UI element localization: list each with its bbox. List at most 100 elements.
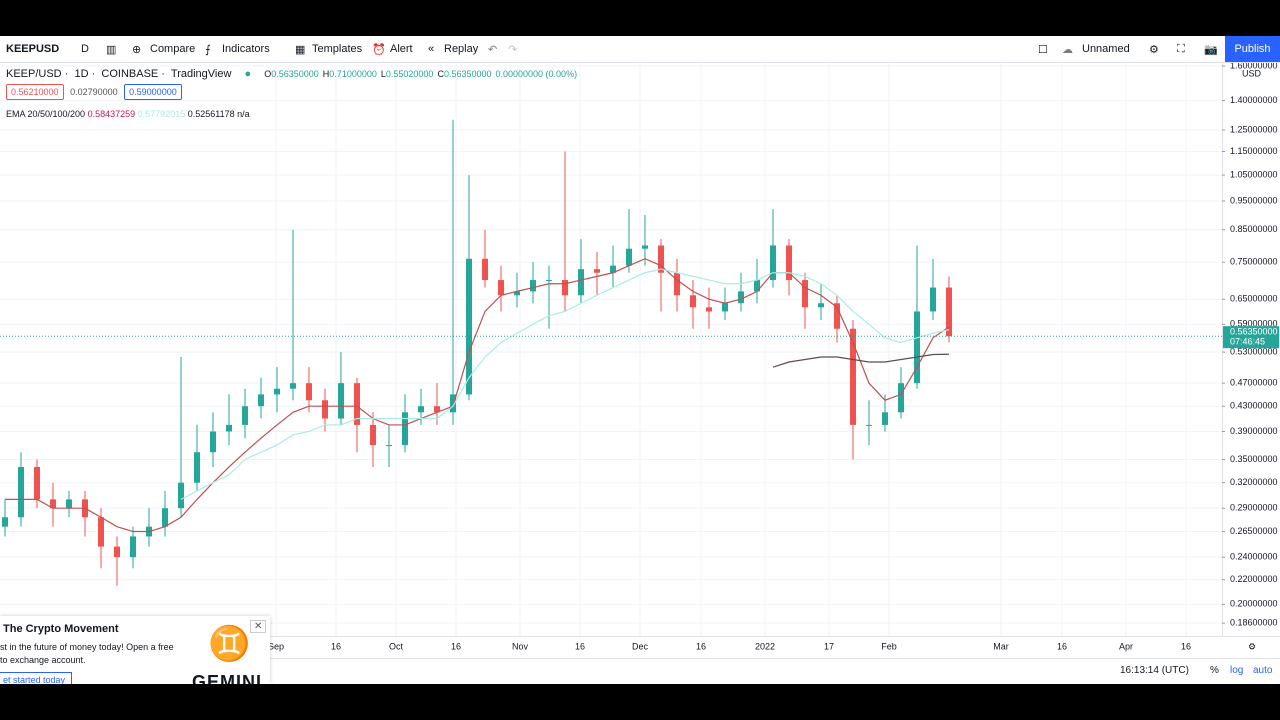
ema-line <box>772 353 950 368</box>
ohlc-value: 0.71000000 <box>329 69 377 79</box>
alert-icon: ⏰ <box>372 44 386 56</box>
ohlc-value: 0.55020000 <box>385 69 434 79</box>
replay[interactable]: Replay <box>444 43 479 55</box>
time-label: Nov <box>512 641 529 651</box>
alert[interactable]: Alert <box>390 43 413 55</box>
select-icon[interactable]: ☐ <box>1038 44 1048 56</box>
time-label: Sep <box>268 641 284 651</box>
publish[interactable]: Publish <box>1225 36 1280 62</box>
price-label: 0.24000000 <box>1230 552 1278 562</box>
ad-brand: GEMINI <box>192 672 263 684</box>
candle-body <box>2 517 8 527</box>
time-label: Mar <box>993 641 1009 651</box>
price-label: 0.59000000 <box>1230 319 1278 329</box>
time-label: Dec <box>632 641 649 651</box>
spread: 0.02790000 <box>70 87 118 97</box>
ad-button[interactable]: et started today <box>0 672 73 684</box>
candle-body <box>258 394 264 407</box>
candle-body <box>66 499 72 509</box>
candle-body <box>562 280 568 296</box>
chart-type[interactable]: ▥ <box>106 44 117 56</box>
candle-body <box>290 383 296 389</box>
compare-icon: ⊕ <box>132 44 142 56</box>
snapshot[interactable]: 📷 <box>1204 44 1218 56</box>
source: TradingView <box>170 68 232 80</box>
ad-close[interactable]: ✕ <box>250 620 267 633</box>
log-toggle[interactable]: log <box>1230 665 1244 676</box>
pair: KEEP/USD <box>6 68 62 80</box>
candle-body <box>274 388 280 395</box>
candle-body <box>914 311 920 384</box>
ohlc-key: H <box>322 69 330 79</box>
legend: KEEP/USD · 1D · COINBASE · TradingView ●… <box>6 68 581 80</box>
candle-body <box>818 303 824 308</box>
time-label: Apr <box>1119 641 1133 651</box>
ohlc-value: 0.56350000 <box>443 69 492 79</box>
price-label: 0.20000000 <box>1230 599 1278 609</box>
time-label: 16 <box>331 641 341 651</box>
clock: 16:13:14 (UTC) <box>1120 665 1189 676</box>
last-price-label: 0.56350000 <box>1230 327 1278 337</box>
candle-body <box>18 466 24 518</box>
price-label: 1.25000000 <box>1230 124 1278 134</box>
price-label: 0.32000000 <box>1230 477 1278 487</box>
compare[interactable]: Compare <box>150 43 196 55</box>
grid <box>0 62 1222 636</box>
ask[interactable]: 0.59000000 <box>124 84 182 100</box>
percent[interactable]: % <box>1210 665 1219 676</box>
candle-body <box>98 517 104 547</box>
price-label: 0.18600000 <box>1230 618 1278 628</box>
time-label: 2022 <box>755 641 775 651</box>
candle-body <box>674 272 680 296</box>
candle-body <box>434 406 440 413</box>
interval: 1D <box>74 68 89 80</box>
exchange: COINBASE <box>101 68 159 80</box>
candle-body <box>194 452 200 483</box>
candle-body <box>530 280 536 292</box>
ema-value: n/a <box>237 109 250 119</box>
layout-name[interactable]: Unnamed <box>1082 43 1130 55</box>
candle-body <box>34 466 40 500</box>
time-label: 16 <box>696 641 706 651</box>
status-border <box>0 658 1280 659</box>
undo[interactable]: ↶ <box>488 44 498 56</box>
candle-body <box>466 258 472 395</box>
ema-line <box>5 258 950 533</box>
price-label: 1.05000000 <box>1230 169 1278 179</box>
price-label: 0.75000000 <box>1230 257 1278 267</box>
candle-body <box>370 424 376 446</box>
redo[interactable]: ↷ <box>508 44 518 56</box>
interval[interactable]: D <box>81 43 89 55</box>
ad-text: st in the future of money today! Open a … <box>0 642 174 652</box>
ohlc-value: 0.56350000 <box>271 69 319 79</box>
time-label: 17 <box>824 641 834 651</box>
app: Sep 16 Oct 16 Nov 16 Dec 16 2022 17 Feb Mar 16 Apr 16 1… <box>0 36 1280 684</box>
candle-body <box>482 258 488 281</box>
candle-body <box>642 245 648 249</box>
candle-body <box>658 245 664 273</box>
ohlc-key: L <box>380 69 386 79</box>
fullscreen[interactable]: ⛶ <box>1177 43 1185 55</box>
candle-body <box>386 445 392 447</box>
indicators[interactable]: Indicators <box>222 43 270 55</box>
bid[interactable]: 0.56210000 <box>6 84 64 100</box>
quote-box: 0.56210000 0.02790000 0.59000000 <box>6 84 182 100</box>
symbol[interactable]: KEEPUSD <box>6 43 60 55</box>
axis-settings: ⚙ <box>1248 641 1256 651</box>
ema-name: EMA 20/50/100/200 <box>6 109 86 119</box>
price-label: 1.40000000 <box>1230 95 1278 105</box>
candle-body <box>610 265 616 273</box>
candle-body <box>130 536 136 558</box>
auto-toggle[interactable]: auto <box>1253 665 1273 676</box>
candle-body <box>226 424 232 432</box>
ad-title: The Crypto Movement <box>3 623 119 635</box>
ad-text: to exchange account. <box>0 655 86 665</box>
candle-body <box>578 269 584 296</box>
ema-value: 0.58437259 <box>87 109 136 119</box>
settings[interactable]: ⚙ <box>1149 44 1159 56</box>
candle-body <box>882 412 888 425</box>
time-label: 16 <box>451 641 461 651</box>
candle-body <box>514 291 520 296</box>
candle-body <box>866 424 872 426</box>
templates[interactable]: Templates <box>312 43 363 55</box>
